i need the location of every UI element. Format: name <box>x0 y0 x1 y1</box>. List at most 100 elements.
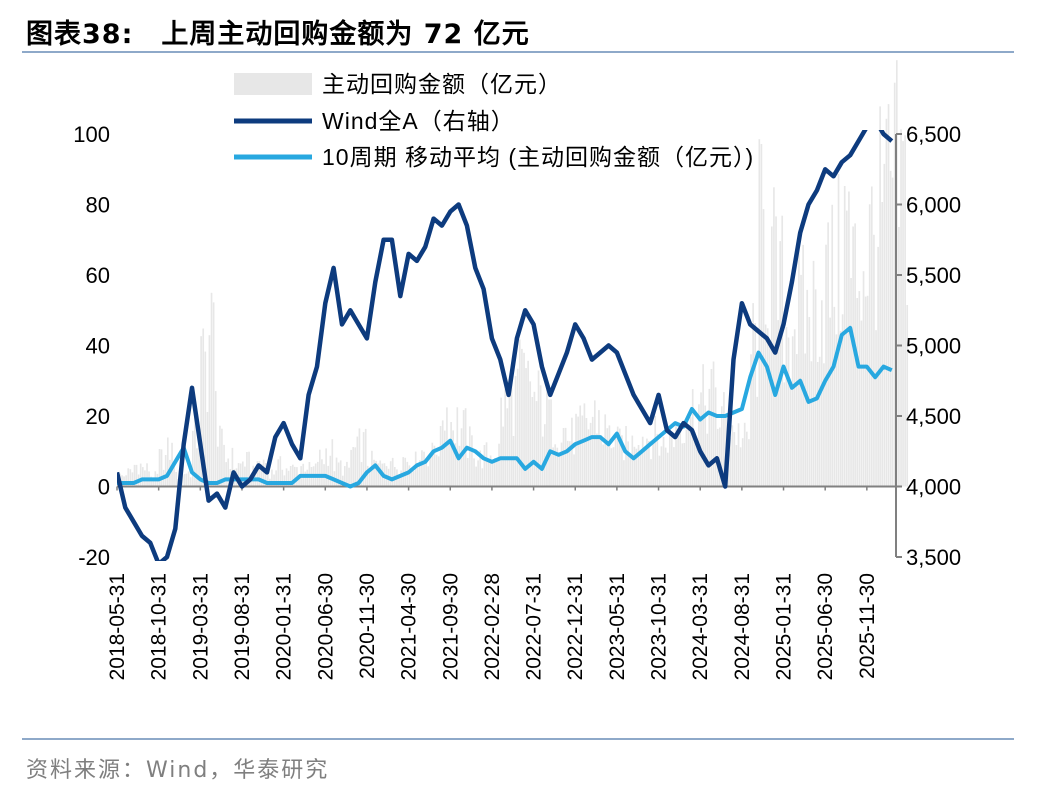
bar <box>267 472 269 487</box>
bar <box>544 424 546 487</box>
bar <box>194 416 196 487</box>
bar <box>479 450 482 487</box>
x-axis-tick-label: 2020-11-30 <box>356 573 379 679</box>
bar <box>816 362 819 487</box>
figure-number: 图表38: <box>26 19 134 50</box>
bar <box>756 396 759 487</box>
bar <box>612 447 615 487</box>
bar <box>771 226 773 487</box>
bar <box>575 413 577 487</box>
bar <box>887 104 890 487</box>
bar <box>641 436 644 487</box>
bar <box>414 451 417 487</box>
bar <box>366 465 369 487</box>
bar <box>785 327 788 487</box>
bar <box>741 438 744 487</box>
bar <box>793 329 796 487</box>
bar <box>719 427 721 487</box>
x-axis-tick-label: 2025-11-30 <box>856 573 879 679</box>
bar <box>812 260 815 487</box>
bar <box>577 416 579 487</box>
bar <box>810 361 813 487</box>
bar <box>702 364 704 487</box>
bar <box>531 397 534 487</box>
x-axis-tick-label: 2019-03-31 <box>189 573 212 680</box>
bar <box>587 429 590 487</box>
bar <box>671 432 673 487</box>
bar <box>192 430 194 487</box>
bar <box>729 437 732 487</box>
bar <box>158 449 161 487</box>
bar <box>881 202 884 487</box>
x-axis-tick-label: 2025-01-31 <box>773 573 796 680</box>
bar <box>600 435 602 487</box>
left-axis-tick-label: 80 <box>86 193 110 218</box>
bar <box>748 439 750 487</box>
bar <box>781 215 784 487</box>
bar <box>658 455 661 487</box>
bar <box>623 460 625 487</box>
bar <box>891 177 894 487</box>
bar <box>339 460 342 487</box>
right-axis-tick-label: 4,000 <box>906 475 961 500</box>
bar <box>712 361 715 487</box>
bar <box>398 474 400 487</box>
bar <box>885 118 888 487</box>
bar <box>652 443 654 487</box>
bar <box>344 466 346 487</box>
footer-rule <box>22 738 1014 740</box>
bar <box>762 209 765 487</box>
bar <box>750 354 752 487</box>
bar <box>546 381 548 487</box>
bar <box>791 336 794 487</box>
bar <box>287 470 290 487</box>
x-axis-tick-label: 2021-09-30 <box>439 573 462 680</box>
bar <box>321 459 323 487</box>
bar <box>181 475 184 487</box>
bar <box>837 173 840 487</box>
bar <box>416 465 419 487</box>
bar <box>139 463 142 487</box>
bar <box>133 464 136 487</box>
bar <box>421 450 423 487</box>
left-axis-tick-label: -20 <box>78 545 110 570</box>
bar <box>373 459 375 487</box>
bar <box>273 474 275 487</box>
bar <box>504 389 507 487</box>
bar <box>871 186 873 487</box>
x-axis-tick-label: 2020-06-30 <box>314 573 337 680</box>
bar <box>221 428 223 487</box>
bar <box>835 334 838 487</box>
bar <box>208 335 211 487</box>
bar <box>425 459 427 487</box>
bar <box>452 430 454 487</box>
bar <box>225 462 227 487</box>
bar <box>533 391 536 487</box>
right-axis-tick-label: 4,500 <box>906 404 961 429</box>
bar <box>802 244 804 487</box>
x-axis-tick-label: 2025-06-30 <box>814 573 837 680</box>
bar <box>446 407 448 487</box>
x-axis-tick-label: 2018-10-31 <box>148 573 171 680</box>
bar <box>281 469 284 487</box>
bar <box>129 469 132 487</box>
bar <box>437 456 440 487</box>
right-axis-tick-label: 5,000 <box>906 334 961 359</box>
bar <box>675 421 677 487</box>
bar <box>364 428 367 487</box>
bar <box>856 298 859 487</box>
bar <box>777 320 779 487</box>
bar <box>525 368 527 487</box>
bar <box>289 466 292 487</box>
bar <box>127 468 130 487</box>
bar <box>733 432 736 487</box>
bar <box>556 447 559 487</box>
bar <box>827 222 829 487</box>
bar <box>768 342 771 487</box>
bar <box>700 392 702 487</box>
bar <box>292 464 294 487</box>
bar <box>377 463 380 487</box>
bar <box>656 433 659 487</box>
bar <box>573 454 575 487</box>
